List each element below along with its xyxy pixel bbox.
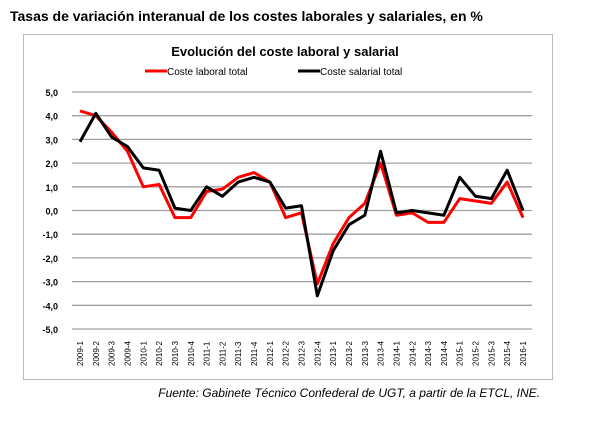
x-tick-label: 2012-4 xyxy=(313,341,322,366)
x-tick-label: 2011-4 xyxy=(250,341,259,366)
y-tick-label: 1,0 xyxy=(45,183,58,193)
x-tick-label: 2014-2 xyxy=(408,341,417,366)
x-tick-label: 2014-1 xyxy=(392,341,401,366)
x-tick-label: 2011-2 xyxy=(218,341,227,366)
x-tick-label: 2013-1 xyxy=(329,341,338,366)
x-tick-label: 2013-4 xyxy=(377,341,386,366)
x-tick-label: 2011-1 xyxy=(203,341,212,366)
y-tick-label: -3,0 xyxy=(42,278,58,288)
x-tick-label: 2015-1 xyxy=(456,341,465,366)
y-tick-label: -5,0 xyxy=(42,325,58,335)
x-tick-label: 2010-1 xyxy=(139,341,148,366)
x-tick-label: 2012-3 xyxy=(298,341,307,366)
x-tick-label: 2015-3 xyxy=(487,341,496,366)
legend-label: Coste salarial total xyxy=(320,67,402,78)
y-tick-label: 4,0 xyxy=(45,112,58,122)
page-title: Tasas de variación interanual de los cos… xyxy=(10,8,483,24)
x-tick-label: 2014-3 xyxy=(424,341,433,366)
source-note: Fuente: Gabinete Técnico Confederal de U… xyxy=(158,386,540,400)
y-tick-label: -4,0 xyxy=(42,301,58,311)
x-tick-label: 2012-2 xyxy=(282,341,291,366)
x-tick-label: 2014-4 xyxy=(440,341,449,366)
legend-label: Coste laboral total xyxy=(167,67,248,78)
chart-title: Evolución del coste laboral y salarial xyxy=(171,44,399,59)
x-tick-label: 2015-4 xyxy=(503,341,512,366)
y-tick-label: 0,0 xyxy=(45,207,58,217)
legend: Coste laboral total Coste salarial total xyxy=(145,67,402,78)
x-tick-label: 2013-3 xyxy=(361,341,370,366)
chart-frame xyxy=(23,34,553,380)
x-tick-label: 2010-2 xyxy=(155,341,164,366)
x-tick-label: 2010-4 xyxy=(187,341,196,366)
x-tick-label: 2009-2 xyxy=(92,341,101,366)
x-tick-label: 2009-4 xyxy=(123,341,132,366)
y-tick-label: 5,0 xyxy=(45,88,58,98)
x-tick-label: 2009-1 xyxy=(76,341,85,366)
x-tick-label: 2010-3 xyxy=(171,341,180,366)
x-tick-label: 2013-2 xyxy=(345,341,354,366)
x-tick-label: 2015-2 xyxy=(472,341,481,366)
x-tick-label: 2009-3 xyxy=(108,341,117,366)
x-tick-label: 2011-3 xyxy=(234,341,243,366)
y-tick-label: -1,0 xyxy=(42,230,58,240)
series-line-salarial xyxy=(78,111,525,298)
y-tick-label: 2,0 xyxy=(45,159,58,169)
x-tick-label: 2012-1 xyxy=(266,341,275,366)
x-tick-label: 2016-1 xyxy=(519,341,528,366)
y-tick-label: 3,0 xyxy=(45,135,58,145)
y-tick-label: -2,0 xyxy=(42,254,58,264)
